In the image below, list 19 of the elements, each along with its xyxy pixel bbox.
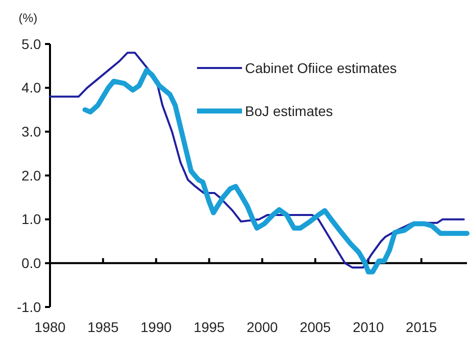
- y-tick-label: 2.0: [22, 167, 42, 184]
- y-tick-label: 3.0: [22, 124, 42, 140]
- x-tick-label: 1980: [34, 319, 66, 335]
- x-tick-label: 2005: [300, 319, 332, 335]
- y-tick-label: -1.0: [16, 298, 42, 315]
- legend-label: Cabinet Ofiice estimates: [245, 60, 397, 76]
- legend-label: BoJ estimates: [245, 102, 333, 119]
- y-tick-label: 0.0: [22, 255, 42, 272]
- x-tick-label: 1985: [87, 319, 119, 335]
- x-tick-label: 2015: [406, 319, 438, 335]
- y-tick-label: 4.0: [22, 80, 42, 96]
- x-tick-label: 1995: [194, 319, 225, 335]
- y-axis-title: (%): [18, 11, 38, 25]
- x-tick-label: 1990: [140, 319, 172, 335]
- y-tick-label: 5.0: [22, 36, 42, 52]
- x-tick-label: 2010: [352, 319, 384, 335]
- x-tick-label: 2000: [246, 319, 278, 335]
- y-tick-label: 1.0: [22, 211, 42, 228]
- line-series: [49, 52, 465, 269]
